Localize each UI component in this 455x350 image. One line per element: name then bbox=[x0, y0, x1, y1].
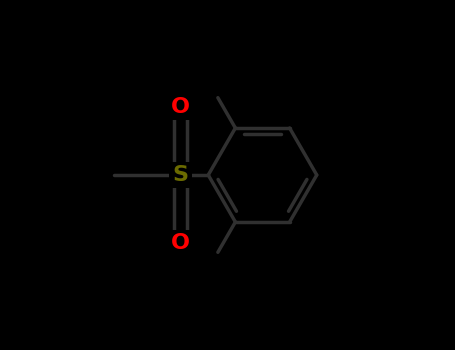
Text: O: O bbox=[171, 97, 190, 117]
Text: S: S bbox=[172, 165, 188, 185]
Text: O: O bbox=[171, 233, 190, 253]
